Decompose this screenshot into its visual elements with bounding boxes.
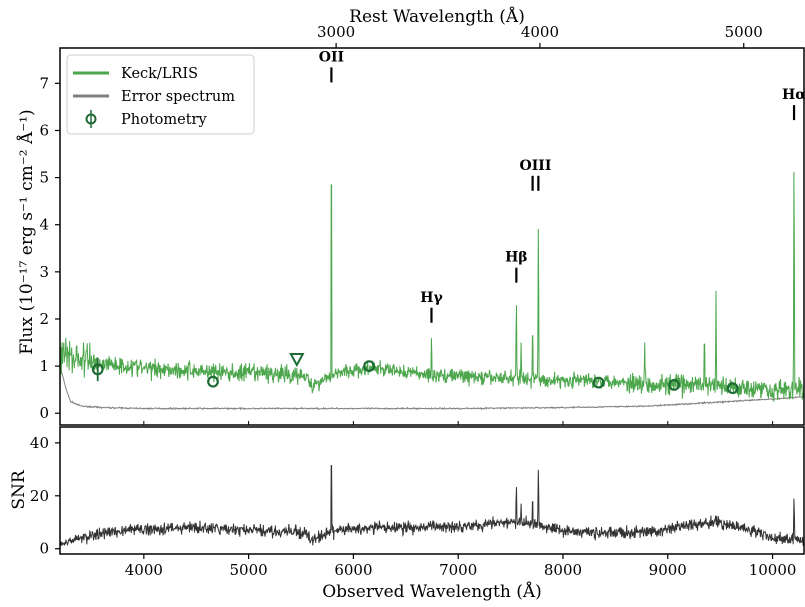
observed-tick-label: 5000 — [230, 561, 268, 579]
photometry-point — [91, 363, 104, 376]
observed-tick-label: 7000 — [439, 561, 477, 579]
bottom-y-ticks: 0 20 40 — [30, 434, 60, 558]
rest-wavelength-label: Rest Wavelength (Å) — [349, 6, 525, 27]
flux-tick-label: 7 — [39, 74, 49, 92]
legend-keck-label: Keck/LRIS — [121, 66, 198, 82]
rest-tick-label: 3000 — [317, 23, 355, 41]
emission-line-label: OIII — [520, 158, 552, 174]
emission-line-label: Hγ — [420, 290, 443, 306]
rest-tick-label: 5000 — [725, 23, 763, 41]
observed-tick-label: 4000 — [125, 561, 163, 579]
bottom-plot-area — [60, 465, 804, 547]
photometry-point — [207, 375, 219, 388]
emission-line-label: Hα — [782, 87, 805, 103]
flux-tick-label: 2 — [39, 310, 49, 328]
top-panel-frame — [59, 47, 805, 426]
bottom-panel: 0 20 40 4000 5000 6000 7000 8000 9000 10000 Obse… — [9, 426, 805, 602]
observed-tick-label: 10000 — [749, 561, 797, 579]
photometry-point — [592, 376, 605, 389]
emission-line-markers: OII Hγ Hβ OIII Hα — [319, 49, 805, 323]
flux-tick-label: 0 — [39, 404, 49, 422]
bottom-panel-frame — [59, 426, 805, 555]
emission-line-label: OII — [319, 49, 344, 65]
legend-error-label: Error spectrum — [121, 89, 235, 105]
photometry-point — [726, 382, 739, 395]
top-plot-area — [60, 171, 804, 411]
emission-line-label: Hβ — [505, 250, 528, 266]
legend-photometry-label: Photometry — [121, 112, 207, 128]
observed-tick-label: 9000 — [649, 561, 687, 579]
flux-tick-label: 4 — [39, 216, 49, 234]
rest-tick-label: 4000 — [521, 23, 559, 41]
flux-axis-label: Flux (10⁻¹⁷ erg s⁻¹ cm⁻² Å⁻¹) — [16, 109, 37, 354]
legend: Keck/LRIS Error spectrum Photometry — [66, 54, 255, 135]
keck-lris-spectrum-line — [60, 171, 804, 402]
snr-line — [60, 465, 804, 547]
photometry-upper-limit — [289, 353, 305, 368]
observed-wavelength-ticks: 4000 5000 6000 7000 8000 9000 10000 — [125, 554, 797, 579]
photometry-point — [668, 379, 680, 391]
snr-tick-label: 0 — [39, 540, 49, 558]
snr-tick-label: 20 — [30, 487, 49, 505]
rest-wavelength-ticks: 3000400050006000 — [143, 23, 774, 425]
legend-box — [66, 54, 255, 135]
flux-tick-label: 5 — [39, 169, 49, 187]
snr-axis-label: SNR — [9, 469, 29, 510]
snr-tick-label: 40 — [30, 434, 49, 452]
observed-tick-label: 6000 — [334, 561, 372, 579]
flux-tick-label: 3 — [39, 263, 49, 281]
observed-tick-label: 8000 — [544, 561, 582, 579]
error-spectrum-line — [60, 366, 804, 411]
flux-tick-label: 6 — [39, 121, 49, 139]
observed-wavelength-label: Observed Wavelength (Å) — [322, 581, 542, 602]
photometry-point — [363, 360, 376, 372]
top-y-ticks: 0 1 2 3 4 5 6 7 — [39, 74, 60, 422]
legend-photometry-marker — [85, 113, 97, 125]
flux-tick-label: 1 — [39, 357, 49, 375]
